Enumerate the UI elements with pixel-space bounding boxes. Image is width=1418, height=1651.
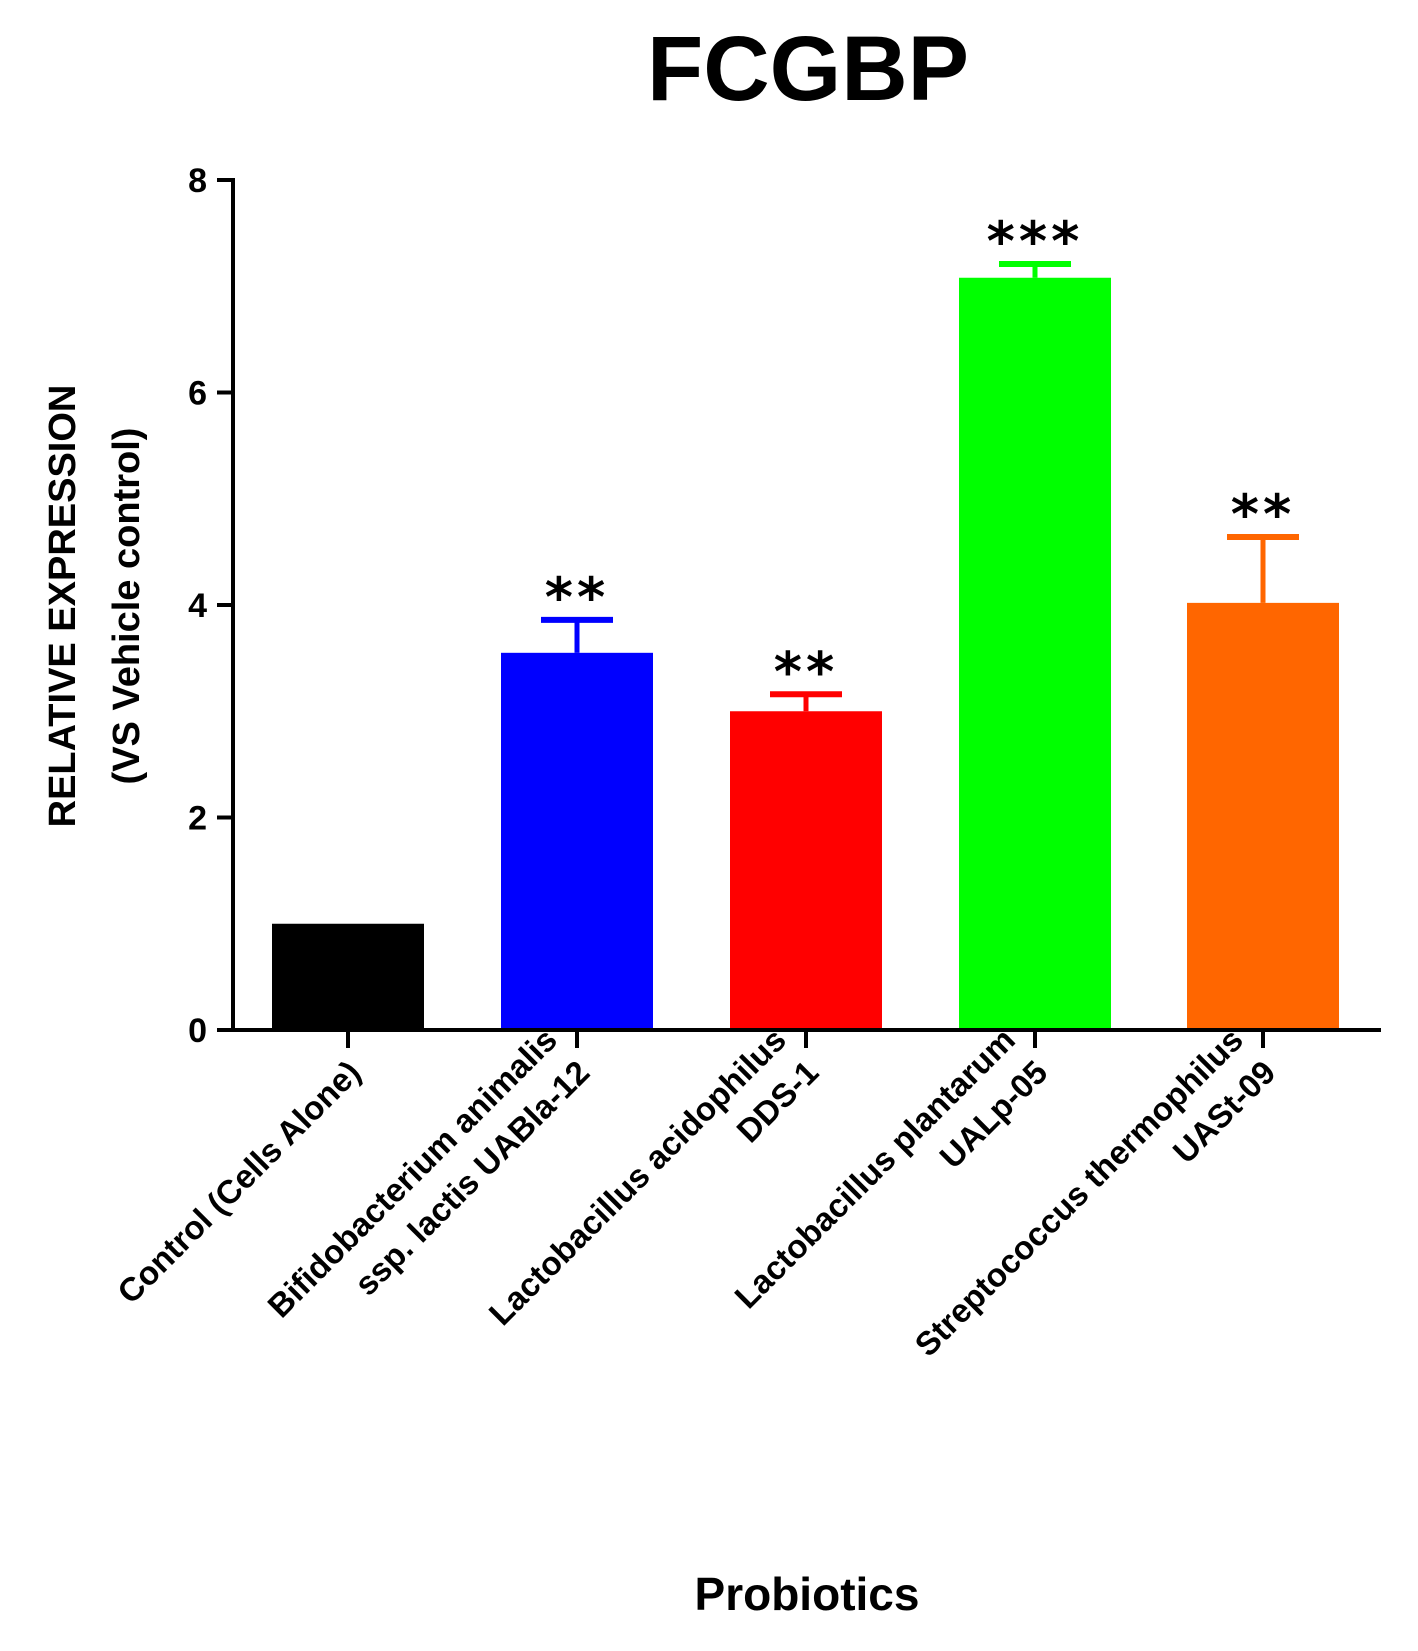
x-axis-title: Probiotics (695, 1568, 920, 1620)
bar-3 (730, 711, 882, 1030)
bar-2 (501, 652, 653, 1030)
y-tick-label-0: 0 (188, 1012, 207, 1050)
significance-label-3: ** (774, 640, 838, 703)
significance-label-5: ** (1231, 483, 1295, 546)
chart-title: FCGBP (647, 18, 969, 120)
significance-label-2: ** (545, 566, 609, 629)
bar-4 (959, 277, 1111, 1030)
y-tick-label-4: 4 (188, 587, 207, 625)
y-tick-label-2: 2 (188, 800, 207, 838)
bar-5 (1187, 602, 1339, 1030)
y-axis-title-line-1: RELATIVE EXPRESSION (42, 385, 84, 828)
y-tick-label-8: 8 (188, 162, 207, 200)
y-axis-title: RELATIVE EXPRESSION (VS Vehicle control) (42, 385, 148, 828)
significance-label-4: *** (987, 210, 1084, 273)
y-tick-label-6: 6 (188, 375, 207, 413)
y-axis-title-line-2: (VS Vehicle control) (106, 428, 148, 785)
bar-1 (272, 923, 424, 1030)
